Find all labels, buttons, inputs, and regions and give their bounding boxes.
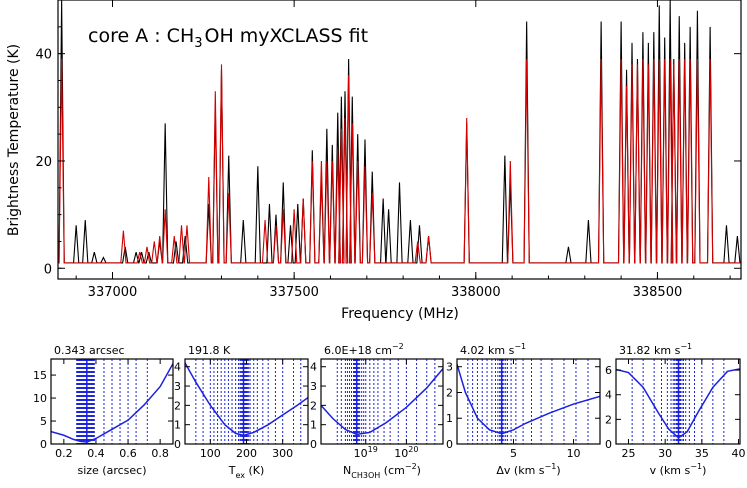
x-tick-label: 337000	[88, 285, 138, 300]
y-tick-label: 5	[40, 415, 47, 428]
chi2-curve	[185, 362, 308, 437]
series-1	[58, 59, 741, 264]
x-tick-label: 0.8	[151, 447, 169, 460]
y-axis-label: Brightness Temperature (K)	[6, 44, 22, 236]
chi2-curve	[616, 368, 740, 439]
y-tick-label: 0	[40, 438, 47, 451]
x-tick-label: 300	[272, 447, 293, 460]
fit-panel-plot	[185, 359, 308, 444]
fit-panel-2: 191.8 K 100 200 300 0 1 2 3 4 Tex (K)	[174, 344, 309, 480]
y-tick-label: 0	[446, 438, 453, 451]
y-tick-label: 4	[310, 361, 317, 374]
y-tick-label: 4	[605, 389, 612, 402]
fit-panel-frame	[320, 358, 444, 445]
fit-panel-5: 31.82 km s−1 25 30 35 40 0 2 4 6 v (km s−1)	[605, 342, 746, 477]
y-tick-label: 0	[44, 262, 52, 277]
y-tick-label: 10	[33, 392, 47, 405]
y-tick-label: 2	[174, 399, 181, 412]
y-tick-label: 0	[174, 438, 181, 451]
fit-panel-x-label: v (km s−1)	[650, 462, 707, 477]
fit-panel-title: 0.343 arcsec	[54, 344, 125, 357]
chi2-curve	[321, 368, 443, 436]
fit-panel-title: 191.8 K	[188, 344, 231, 357]
x-tick-label: 5	[510, 447, 517, 460]
y-tick-label: 15	[33, 369, 47, 382]
spectrum-title: core A : CH3 OH myXCLASS fit	[88, 25, 368, 51]
x-tick-label: 10	[567, 447, 581, 460]
x-tick-label: 100	[200, 447, 221, 460]
y-tick-label: 1	[174, 419, 181, 432]
fit-panel-frame	[50, 358, 174, 445]
x-tick-label: 0.6	[119, 447, 137, 460]
fit-panel-x-label: Δv (km s−1)	[496, 462, 560, 477]
spectrum-panel: 337000 337500 338000 338500 0 20 40 core A : C…	[6, 0, 742, 322]
x-tick-label: 30	[658, 447, 672, 460]
y-tick-label: 0	[605, 438, 612, 451]
x-tick-label: 35	[695, 447, 709, 460]
chi2-curve	[457, 363, 600, 435]
fit-panel-plot	[51, 359, 173, 444]
y-tick-label: 3	[174, 380, 181, 393]
x-axis-label: Frequency (MHz)	[341, 306, 459, 322]
y-tick-label: 2	[446, 386, 453, 399]
fit-panel-4: 4.02 km s−1 5 10 0 1 2 3 Δv (km s−1)	[446, 342, 601, 477]
fit-panel-3: 6.0E+18 cm−2 1019 1020 0 1 2 3 4 NCH3OH (cm−2)	[310, 342, 444, 480]
fit-panel-frame	[615, 358, 741, 445]
x-tick-label: 0.2	[55, 447, 73, 460]
y-tick-label: 1	[310, 419, 317, 432]
fit-panel-x-label: size (arcsec)	[77, 464, 146, 477]
y-tick-label: 20	[35, 155, 52, 170]
y-tick-label: 3	[310, 380, 317, 393]
fit-panel-x-label: NCH3OH (cm−2)	[343, 462, 421, 480]
fit-panel-plot	[616, 359, 740, 444]
fit-panel-plot	[457, 359, 600, 444]
x-tick-label: 338500	[633, 285, 683, 300]
x-tick-label: 337500	[269, 285, 319, 300]
series-line-1	[58, 59, 741, 264]
x-tick-label: 40	[732, 447, 746, 460]
spectrum-frame	[57, 0, 742, 280]
fit-panel-title: 4.02 km s−1	[460, 342, 526, 357]
y-tick-label: 0	[310, 438, 317, 451]
fit-panel-x-label: Tex (K)	[228, 464, 265, 480]
y-tick-label: 1	[446, 412, 453, 425]
y-tick-label: 3	[446, 361, 453, 374]
y-tick-label: 40	[35, 48, 52, 63]
chi2-curve	[51, 363, 173, 443]
y-tick-label: 4	[174, 361, 181, 374]
x-tick-label: 25	[621, 447, 635, 460]
x-tick-label: 1019	[354, 445, 378, 460]
y-tick-label: 2	[310, 399, 317, 412]
x-tick-label: 0.4	[87, 447, 105, 460]
y-tick-label: 6	[605, 364, 612, 377]
x-tick-label: 200	[236, 447, 257, 460]
x-tick-label: 1020	[394, 445, 418, 460]
x-tick-label: 338000	[451, 285, 501, 300]
fit-panel-title: 6.0E+18 cm−2	[324, 342, 404, 357]
fit-panel-title: 31.82 km s−1	[619, 342, 692, 357]
fit-panel-plot	[321, 359, 443, 444]
y-tick-label: 2	[605, 413, 612, 426]
fit-panel-1: 0.343 arcsec 0.2 0.4 0.6 0.8 0 5 10 15 size (arcs…	[33, 344, 174, 477]
fit-panel-frame	[456, 358, 601, 445]
